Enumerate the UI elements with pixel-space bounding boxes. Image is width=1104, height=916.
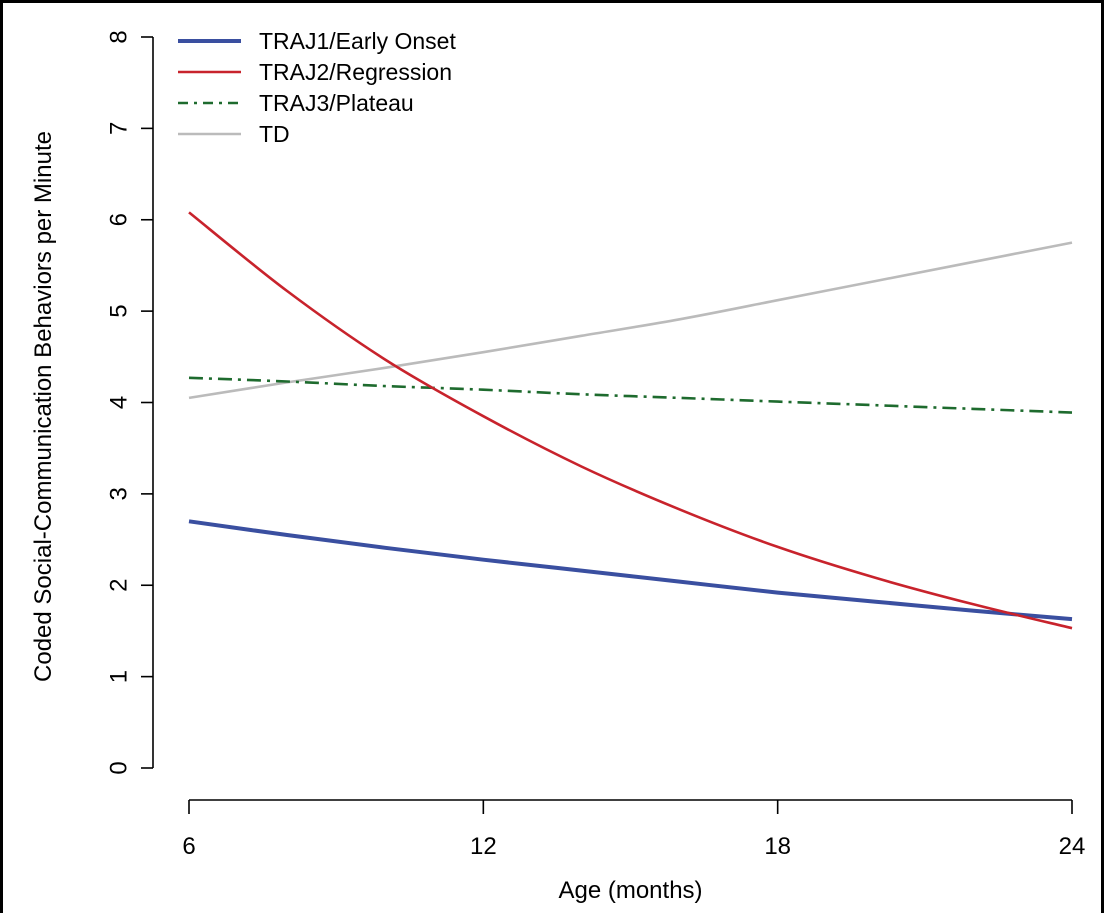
legend: TRAJ1/Early Onset TRAJ2/Regression TRAJ3/P… bbox=[178, 28, 456, 147]
legend-label: TRAJ3/Plateau bbox=[259, 90, 414, 116]
legend-label: TRAJ1/Early Onset bbox=[259, 28, 456, 54]
series-line-traj2-regression bbox=[188, 211, 1073, 630]
y-tick-label: 2 bbox=[106, 579, 133, 592]
series-layer bbox=[188, 211, 1073, 630]
series-line-traj3-plateau bbox=[188, 376, 1073, 414]
x-tick-label: 18 bbox=[764, 833, 791, 860]
series-line-td bbox=[188, 241, 1073, 400]
y-tick-label: 7 bbox=[106, 122, 133, 135]
y-tick-label: 4 bbox=[106, 396, 133, 409]
y-tick-label: 8 bbox=[106, 30, 133, 43]
x-tick-label: 24 bbox=[1059, 833, 1086, 860]
x-tick-label: 12 bbox=[470, 833, 497, 860]
legend-label: TRAJ2/Regression bbox=[259, 59, 452, 85]
y-tick-label: 0 bbox=[106, 761, 133, 774]
series-line-traj1-early-onset bbox=[188, 519, 1073, 622]
y-tick-label: 1 bbox=[106, 670, 133, 683]
y-tick-label: 6 bbox=[106, 213, 133, 226]
y-tick-label: 5 bbox=[106, 304, 133, 317]
x-tick-label: 6 bbox=[182, 833, 195, 860]
y-tick-label: 3 bbox=[106, 487, 133, 500]
legend-label: TD bbox=[259, 121, 290, 147]
x-axis-title: Age (months) bbox=[558, 877, 702, 904]
y-axis-title: Coded Social-Communication Behaviors per… bbox=[30, 131, 57, 682]
